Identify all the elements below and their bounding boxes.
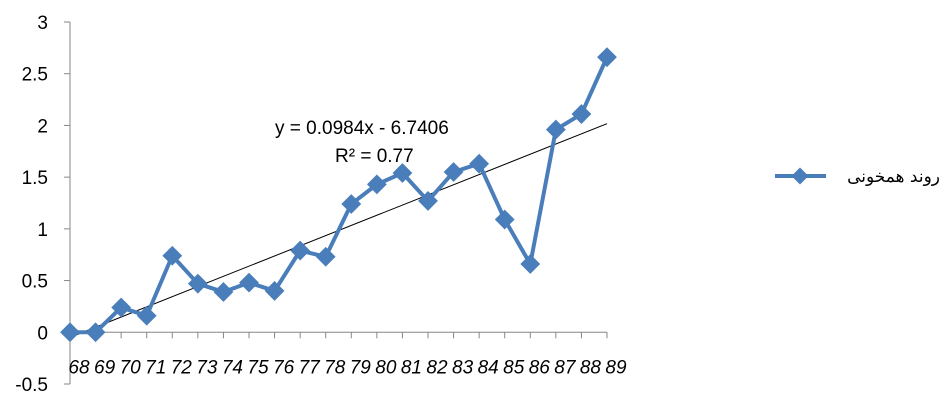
x-tick-label: 87 (554, 357, 577, 378)
legend-label: روند همخونی (847, 167, 940, 187)
data-point (213, 282, 234, 302)
trendline-equation: y = 0.0984x - 6.7406 (275, 118, 449, 139)
trendline-r-squared: R² = 0.77 (335, 146, 414, 167)
data-point (162, 245, 183, 266)
x-tick-label: 68 (68, 357, 90, 378)
data-point (494, 209, 515, 230)
data-point (239, 272, 259, 293)
x-axis-tick-marks (69, 332, 608, 339)
y-tick-label: 0 (37, 323, 48, 344)
x-tick-label: 86 (529, 357, 551, 378)
x-tick-label: 71 (145, 357, 166, 378)
data-point (418, 191, 438, 211)
y-tick-label: 0.5 (22, 272, 48, 293)
data-point (315, 246, 336, 267)
x-tick-label: 84 (478, 357, 499, 378)
data-point (111, 297, 132, 318)
x-tick-label: 69 (94, 357, 116, 378)
x-tick-label: 81 (401, 357, 422, 378)
y-axis-tick-labels: 3 2.5 2 1.5 1 0.5 0 -0.5 (15, 13, 48, 394)
x-tick-label: 88 (580, 357, 602, 378)
x-tick-label: 73 (196, 357, 218, 378)
y-tick-label: 2.5 (22, 65, 48, 86)
x-tick-label: 83 (452, 357, 474, 378)
x-tick-label: 80 (375, 357, 397, 378)
data-point (187, 273, 208, 294)
y-tick-label: -0.5 (15, 375, 48, 394)
data-point (136, 305, 157, 326)
data-point (264, 281, 285, 301)
x-tick-label: 78 (324, 357, 346, 378)
y-tick-label: 1.5 (22, 168, 48, 189)
x-tick-label: 76 (273, 357, 295, 378)
data-point (290, 240, 311, 261)
x-tick-label: 75 (247, 357, 269, 378)
data-point (366, 174, 387, 195)
x-tick-label: 82 (426, 357, 448, 378)
x-tick-label: 77 (299, 357, 322, 378)
data-point (85, 322, 106, 343)
x-tick-label: 72 (171, 357, 193, 378)
data-point (60, 322, 80, 343)
data-point (469, 153, 490, 174)
x-tick-label: 79 (350, 357, 372, 378)
x-tick-label: 74 (222, 357, 243, 378)
series-line (70, 56, 609, 335)
data-point (597, 47, 617, 68)
data-point (545, 119, 566, 140)
legend: روند همخونی (775, 167, 940, 187)
x-axis-tick-labels: 68 69 70 71 72 73 74 75 76 77 78 79 80 81 82 83 84 85 86 87… (68, 357, 627, 378)
data-points (60, 47, 617, 343)
y-tick-label: 1 (37, 220, 48, 241)
x-tick-label: 89 (605, 357, 627, 378)
data-point (520, 254, 541, 274)
data-point (443, 162, 464, 182)
y-tick-label: 3 (37, 13, 48, 34)
x-tick-label: 70 (120, 357, 142, 378)
data-point (392, 163, 413, 183)
legend-marker (791, 167, 809, 185)
data-point (341, 194, 362, 214)
y-tick-label: 2 (37, 116, 48, 137)
x-tick-label: 85 (503, 357, 525, 378)
data-point (571, 104, 592, 124)
